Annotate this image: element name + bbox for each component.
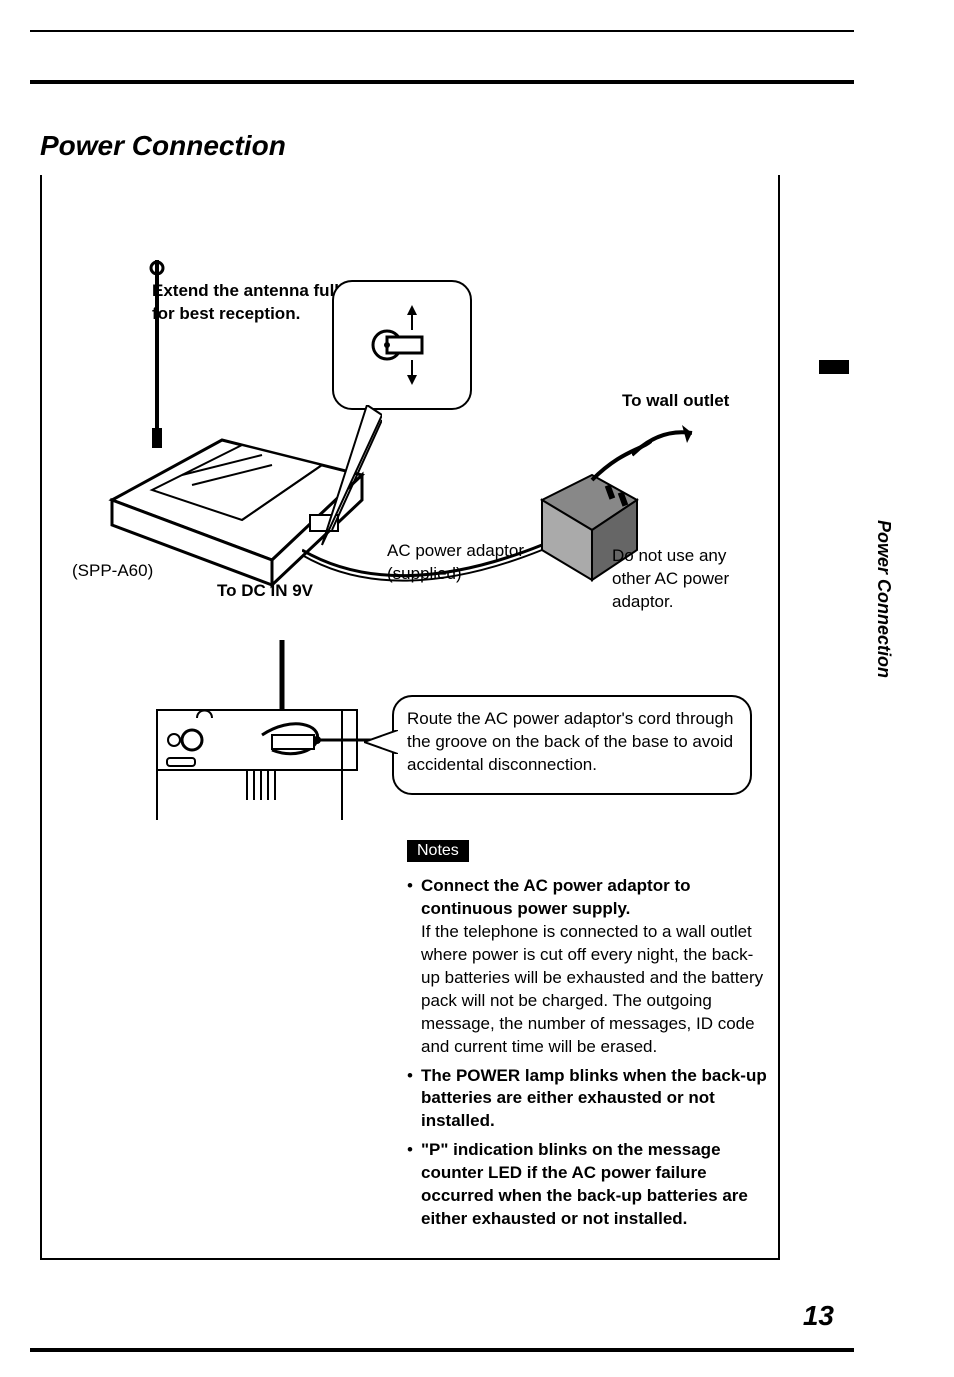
note-bold: "P" indication blinks on the message cou… bbox=[421, 1140, 748, 1228]
model-label: (SPP-A60) bbox=[72, 560, 153, 583]
dc-jack-icon bbox=[352, 300, 452, 390]
note-bold: The POWER lamp blinks when the back-up b… bbox=[421, 1066, 767, 1131]
notes-badge: Notes bbox=[407, 840, 469, 862]
adaptor-warning: Do not use any other AC power adaptor. bbox=[612, 545, 762, 614]
rule-top-thin bbox=[30, 30, 854, 32]
rule-bottom bbox=[30, 1348, 854, 1352]
note-bold: Connect the AC power adaptor to continuo… bbox=[421, 876, 691, 918]
page-number: 13 bbox=[803, 1300, 834, 1332]
content-frame: Extend the antenna fully for best recept… bbox=[40, 175, 780, 1260]
route-note: Route the AC power adaptor's cord throug… bbox=[407, 708, 737, 777]
wall-arrow-icon bbox=[632, 425, 712, 465]
callout-pointer-icon bbox=[312, 405, 382, 555]
route-pointer-icon bbox=[364, 730, 398, 754]
adaptor-label: AC power adaptor (supplied) bbox=[387, 540, 547, 586]
section-title: Power Connection bbox=[40, 130, 286, 162]
side-tab bbox=[819, 360, 849, 374]
list-item: Connect the AC power adaptor to continuo… bbox=[407, 875, 767, 1059]
dc-in-label: To DC IN 9V bbox=[217, 580, 313, 603]
base-back-icon bbox=[142, 640, 372, 830]
list-item: The POWER lamp blinks when the back-up b… bbox=[407, 1065, 767, 1134]
rule-top-thick bbox=[30, 80, 854, 84]
note-body: If the telephone is connected to a wall … bbox=[421, 922, 763, 1056]
list-item: "P" indication blinks on the message cou… bbox=[407, 1139, 767, 1231]
notes-list: Connect the AC power adaptor to continuo… bbox=[407, 875, 767, 1237]
wall-outlet-label: To wall outlet bbox=[622, 390, 729, 413]
side-label: Power Connection bbox=[873, 520, 894, 678]
